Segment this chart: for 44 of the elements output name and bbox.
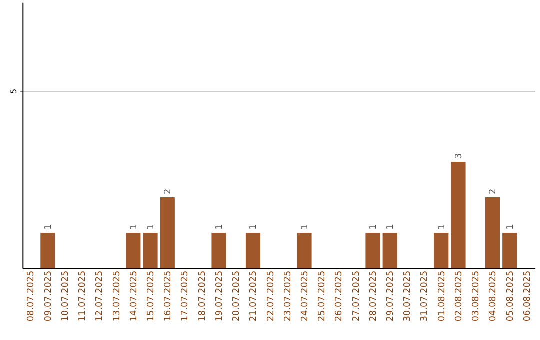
- x-tick-label: 21.07.2025: [249, 270, 260, 322]
- data-label: 1: [44, 224, 54, 230]
- x-tick-label: 06.08.2025: [522, 270, 533, 322]
- x-tick-label: 23.07.2025: [283, 270, 294, 322]
- data-label: 1: [506, 224, 516, 230]
- x-tick-label: 14.07.2025: [129, 270, 140, 322]
- x-tick-label: 30.07.2025: [403, 270, 414, 322]
- x-tick-label: 03.08.2025: [472, 270, 482, 322]
- x-tick-label: 11.07.2025: [78, 270, 88, 322]
- x-tick-label: 18.07.2025: [198, 270, 208, 322]
- x-tick-label: 16.07.2025: [164, 270, 174, 322]
- x-tick-label: 19.07.2025: [214, 270, 225, 322]
- x-tick-label: 24.07.2025: [300, 270, 310, 322]
- x-tick-label: 15.07.2025: [146, 270, 157, 322]
- x-tick-label: 01.08.2025: [437, 270, 448, 322]
- y-tick-label: 5: [9, 89, 18, 94]
- data-label: 1: [249, 224, 260, 230]
- x-tick-label: 10.07.2025: [60, 270, 71, 322]
- data-label: 2: [164, 188, 174, 195]
- x-tick-label: 27.07.2025: [352, 270, 362, 322]
- data-label: 1: [146, 224, 157, 230]
- x-tick-label: 04.08.2025: [488, 270, 499, 322]
- x-tick-label: 08.07.2025: [26, 270, 37, 322]
- data-label: 1: [437, 224, 448, 230]
- x-tick-label: 13.07.2025: [112, 270, 122, 322]
- x-tick-label: 29.07.2025: [386, 270, 396, 322]
- data-label: 1: [129, 224, 140, 230]
- x-tick-label: 22.07.2025: [266, 270, 276, 322]
- data-label: 3: [454, 153, 464, 160]
- x-tick-label: 26.07.2025: [334, 270, 345, 322]
- data-label: 1: [214, 224, 225, 230]
- x-tick-label: 09.07.2025: [44, 270, 54, 322]
- data-label: 1: [368, 224, 379, 230]
- data-label: 1: [386, 224, 396, 230]
- x-tick-label: 17.07.2025: [180, 270, 191, 322]
- x-tick-label: 20.07.2025: [232, 270, 242, 322]
- x-tick-label: 05.08.2025: [506, 270, 516, 322]
- x-tick-label: 02.08.2025: [454, 270, 464, 322]
- x-tick-label: 25.07.2025: [318, 270, 328, 322]
- x-tick-label: 28.07.2025: [368, 270, 379, 322]
- data-label: 2: [488, 188, 499, 195]
- x-tick-label: 31.07.2025: [420, 270, 430, 322]
- data-label: 1: [300, 224, 310, 230]
- x-tick-label: 12.07.2025: [95, 270, 106, 322]
